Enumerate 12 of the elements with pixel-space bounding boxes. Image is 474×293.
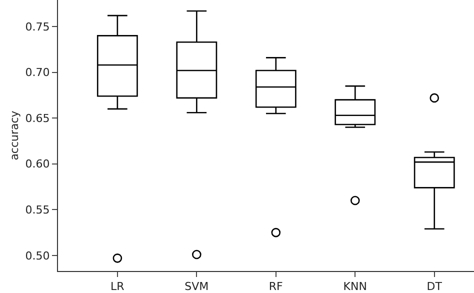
- x-tick-label: LR: [110, 280, 125, 293]
- y-tick-label: 0.55: [25, 204, 50, 217]
- x-tick-label: KNN: [343, 280, 367, 293]
- x-tick-label: RF: [268, 280, 283, 293]
- y-tick-label: 0.65: [25, 112, 50, 125]
- y-tick-label: 0.75: [25, 20, 50, 34]
- x-tick-label: SVM: [184, 280, 209, 293]
- x-tick-label: DT: [426, 280, 442, 293]
- y-tick-label: 0.70: [25, 66, 50, 80]
- y-tick-label: 0.60: [25, 158, 50, 171]
- y-tick-label: 0.50: [25, 249, 50, 262]
- y-axis-title: accuracy: [8, 110, 21, 160]
